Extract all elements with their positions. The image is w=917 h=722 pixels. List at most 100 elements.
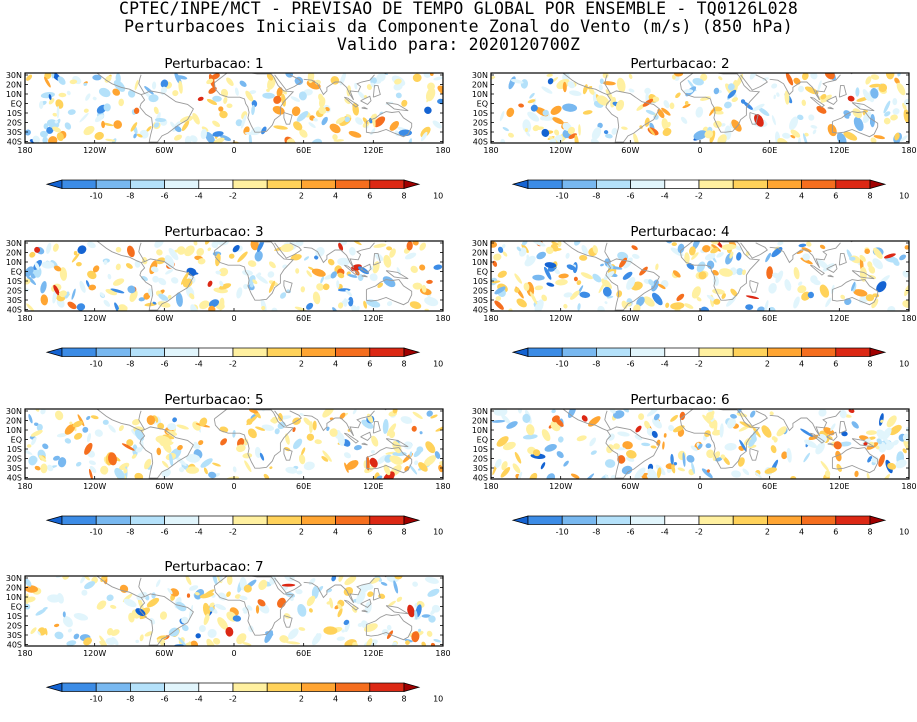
coastline: [851, 270, 875, 280]
coastline: [740, 74, 768, 91]
colorbar-tick-label: -10: [556, 528, 569, 537]
colorbar-min-arrow: [45, 515, 63, 525]
colorbar-swatch: [527, 515, 563, 525]
coastline: [361, 274, 368, 278]
lon-tick-label: 180: [901, 146, 916, 155]
lon-tick-label: 180: [483, 314, 498, 323]
lat-tick-label: 40S: [7, 641, 22, 650]
colorbar-tick-label: -8: [592, 360, 600, 369]
coastline: [213, 409, 295, 469]
lat-tick-label: 10N: [6, 426, 22, 435]
coastline: [283, 448, 293, 461]
colorbar: -10 -8 -6 -4 -2 2 4 6 8 10: [511, 515, 909, 537]
figure-title-line1: CPTEC/INPE/MCT - PREVISAO DE TEMPO GLOBA…: [119, 0, 798, 18]
lat-tick-label: EQ: [11, 100, 22, 109]
map-panel-7: Perturbacao: 7 30N 20N 10N EQ 10S 20S 30S 40S 180…: [0, 559, 451, 710]
coastline: [605, 426, 660, 479]
lon-tick-label: 180: [435, 314, 450, 323]
lon-tick-label: 0: [231, 146, 236, 155]
colorbar-swatch: [198, 682, 234, 692]
lat-tick-label: 30S: [473, 128, 488, 137]
lon-tick-label: 120E: [829, 314, 849, 323]
lon-tick-label: 120W: [549, 146, 572, 155]
coastline: [372, 253, 381, 266]
lat-tick-label: EQ: [477, 436, 488, 445]
lat-tick-label: 20S: [473, 287, 488, 296]
colorbar-tick-label: -4: [195, 360, 203, 369]
coastline: [344, 432, 359, 444]
lon-tick-label: 60E: [296, 146, 311, 155]
colorbar-swatch: [732, 515, 768, 525]
colorbar-swatch: [698, 179, 734, 189]
coastline: [344, 96, 359, 108]
colorbar-swatch: [232, 179, 268, 189]
map-panel-3: Perturbacao: 3 30N 20N 10N EQ 10S 20S 30S 40S 180…: [0, 225, 451, 375]
figure-title-line3: Valido para: 2020120700Z: [336, 35, 581, 54]
colorbar-tick-label: -4: [195, 192, 203, 201]
coastline: [96, 576, 146, 598]
colorbar-swatch: [767, 347, 802, 357]
colorbar-swatch: [95, 515, 131, 525]
coastline: [749, 280, 759, 293]
lon-tick-label: 60W: [155, 314, 173, 323]
colorbar-tick-label: -6: [161, 360, 169, 369]
lat-tick-label: 40S: [7, 306, 22, 315]
colorbar-swatch: [561, 179, 597, 189]
colorbar-swatch: [61, 682, 97, 692]
coastline: [851, 438, 875, 448]
lon-tick-label: 120E: [363, 146, 383, 155]
lon-tick-label: 0: [697, 314, 702, 323]
coastline: [274, 74, 302, 91]
colorbar-swatch: [301, 347, 336, 357]
coastline: [385, 270, 409, 280]
coastline: [372, 421, 381, 434]
colorbar-tick-label: 2: [299, 695, 304, 704]
lat-tick-label: 20N: [472, 417, 488, 426]
coastline: [360, 431, 372, 441]
coastline: [274, 242, 302, 259]
colorbar-tick-label: 8: [401, 528, 406, 537]
coastline: [344, 599, 359, 611]
colorbar-tick-label: -4: [661, 192, 669, 201]
colorbar-swatch: [767, 515, 802, 525]
colorbar-tick-label: -10: [556, 360, 569, 369]
colorbar-swatch: [801, 179, 837, 189]
lon-tick-label: 120W: [549, 314, 572, 323]
lon-tick-label: 180: [17, 649, 32, 658]
colorbar-swatch: [164, 179, 200, 189]
colorbar-swatch: [61, 179, 97, 189]
coastline: [810, 96, 825, 108]
coastline: [385, 605, 409, 615]
colorbar-tick-label: 8: [401, 360, 406, 369]
lon-tick-label: 0: [231, 482, 236, 491]
colorbar-tick-label: 10: [433, 528, 443, 537]
lat-tick-label: EQ: [477, 100, 488, 109]
coastline: [838, 85, 847, 98]
coastline: [361, 609, 368, 613]
colorbar-swatch: [266, 682, 302, 692]
colorbar-swatch: [698, 347, 734, 357]
coastline: [303, 242, 375, 269]
colorbar-tick-label: -2: [229, 192, 237, 201]
colorbar-swatch: [164, 515, 200, 525]
colorbar-swatch: [266, 347, 302, 357]
lat-tick-label: 10S: [473, 277, 488, 286]
panel-title: Perturbacao: 1: [164, 56, 264, 72]
colorbar-tick-label: 4: [333, 360, 338, 369]
lat-tick-label: 20S: [7, 622, 22, 631]
panel-title: Perturbacao: 7: [164, 559, 264, 575]
map-panel-6: Perturbacao: 6 30N 20N 10N EQ 10S 20S 30S 40S 180…: [466, 393, 917, 543]
colorbar: -10 -8 -6 -4 -2 2 4 6 8 10: [511, 179, 909, 201]
lat-tick-label: 20N: [6, 417, 22, 426]
colorbar-tick-label: 10: [433, 192, 443, 201]
colorbar-swatch: [232, 347, 268, 357]
colorbar-tick-label: -4: [195, 528, 203, 537]
colorbar-tick-label: -2: [695, 360, 703, 369]
lon-tick-label: 60W: [621, 314, 639, 323]
coastline: [274, 577, 302, 594]
coastline: [826, 263, 838, 273]
lon-tick-label: 180: [17, 146, 32, 155]
lon-tick-label: 0: [697, 146, 702, 155]
